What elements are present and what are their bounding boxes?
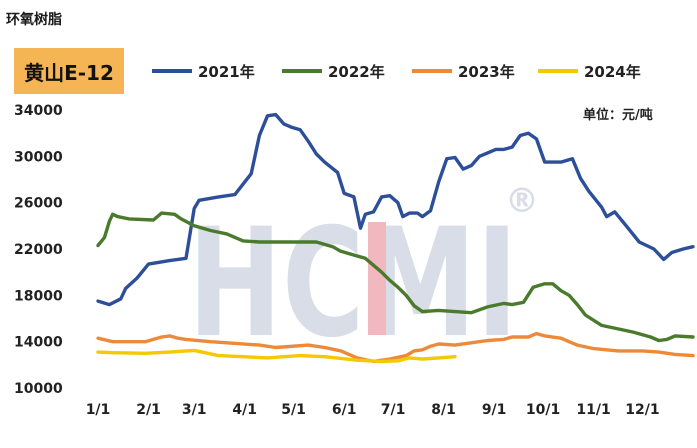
series-line: [96, 112, 695, 307]
page-title: 环氧树脂: [6, 12, 62, 28]
x-tick-label: 11/1: [576, 402, 610, 418]
legend-label: 2021年: [198, 63, 255, 81]
legend-label: 2022年: [328, 63, 385, 81]
y-axis: 10000 14000 18000 22000 26000 30000 34000: [14, 103, 63, 397]
y-tick-label: 34000: [14, 103, 63, 119]
watermark-accent: [368, 222, 386, 335]
x-tick-label: 5/1: [281, 402, 306, 418]
watermark-registered: ®: [505, 181, 539, 221]
x-tick-label: 2/1: [136, 402, 161, 418]
series-line: [96, 348, 457, 364]
y-tick-label: 22000: [14, 242, 63, 258]
x-tick-label: 4/1: [232, 402, 257, 418]
x-tick-label: 7/1: [381, 402, 406, 418]
chart-legend: 2021年 2022年 2023年 2024年: [152, 63, 641, 81]
unit-label: 单位：元/吨: [583, 108, 653, 123]
series-line: [96, 211, 695, 343]
y-tick-label: 26000: [14, 196, 63, 212]
y-tick-label: 30000: [14, 149, 63, 165]
product-badge: 黄山E-12: [14, 48, 124, 94]
watermark-text: HCMI: [188, 197, 518, 371]
x-tick-label: 6/1: [332, 402, 357, 418]
y-tick-label: 18000: [14, 288, 63, 304]
x-tick-label: 3/1: [182, 402, 207, 418]
series-line: [96, 331, 695, 364]
legend-label: 2023年: [458, 63, 515, 81]
x-axis: 1/1 2/1 3/1 4/1 5/1 6/1 7/1 8/1 9/1 10/1 11/1 12/1: [86, 402, 660, 418]
x-tick-label: 8/1: [431, 402, 456, 418]
x-tick-label: 9/1: [482, 402, 507, 418]
x-tick-label: 10/1: [526, 402, 560, 418]
x-tick-label: 1/1: [86, 402, 111, 418]
watermark-logo: HCMI®: [188, 181, 539, 371]
chart-series: [96, 112, 695, 364]
y-tick-label: 14000: [14, 335, 63, 351]
x-tick-label: 12/1: [625, 402, 659, 418]
y-tick-label: 10000: [14, 381, 63, 397]
legend-label: 2024年: [584, 63, 641, 81]
